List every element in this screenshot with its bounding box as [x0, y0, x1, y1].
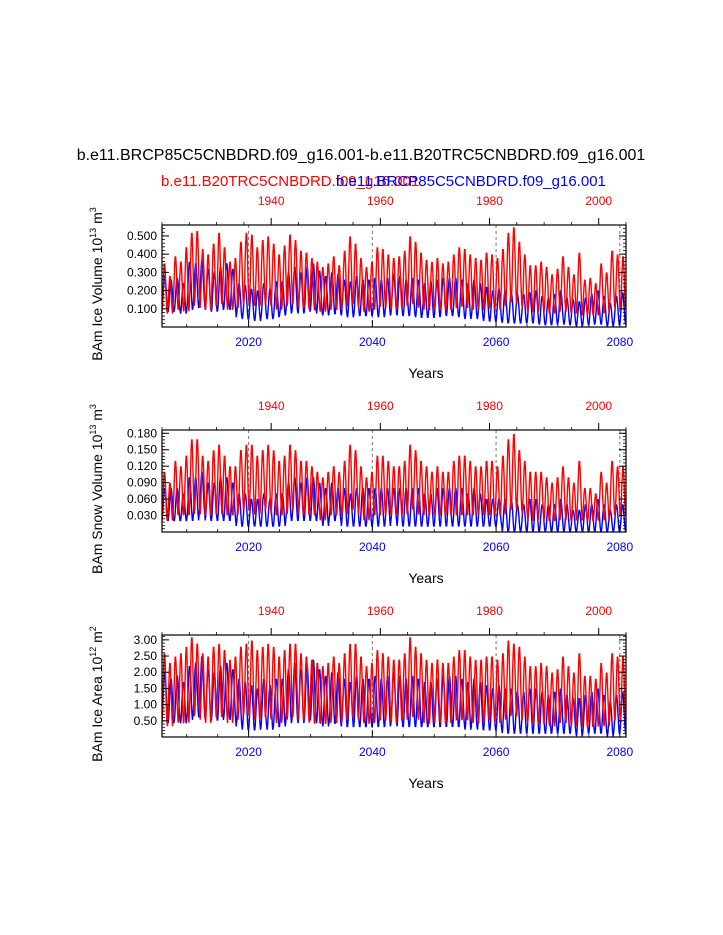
y-axis-label-main: BAm Ice Area 10	[89, 657, 105, 762]
y-axis-label-unit: m	[89, 409, 105, 425]
x-axis-label: Years	[408, 775, 443, 791]
x-bottom-tick-label: 2020	[235, 335, 262, 349]
x-top-tick-label: 2000	[585, 194, 612, 208]
y-tick-label: 3.00	[134, 633, 158, 647]
x-bottom-tick-label: 2040	[359, 335, 386, 349]
x-top-tick-label: 1980	[476, 194, 503, 208]
chart-panel-2: 0.030 0.060 0.090 0.120 0.150 0.180 2020 2040 20…	[88, 399, 633, 586]
y-axis-label-unit-exponent: 2	[88, 626, 98, 631]
x-bottom-tick-label: 2040	[359, 745, 386, 759]
x-top-tick-label: 1940	[258, 399, 285, 413]
y-axis-label-unit-exponent: 3	[88, 207, 98, 212]
series-line-red	[162, 433, 626, 522]
x-bottom-tick-label: 2060	[483, 335, 510, 349]
x-bottom-tick-label: 2080	[606, 540, 633, 554]
y-tick-label: 0.200	[127, 284, 157, 298]
plot-frame	[161, 634, 627, 738]
x-top-tick-label: 1980	[476, 604, 503, 618]
x-bottom-tick-label: 2060	[483, 745, 510, 759]
y-axis-label: BAm Ice Volume 1013 m3	[88, 207, 105, 361]
chart-panel-1: 0.100 0.200 0.300 0.400 0.500 2020 2040 2060 208…	[88, 194, 633, 381]
y-axis-label-unit-exponent: 3	[88, 404, 98, 409]
y-tick-label: 0.150	[127, 443, 157, 457]
x-top-tick-label: 1980	[476, 399, 503, 413]
y-axis-label-exponent: 12	[88, 647, 98, 657]
y-tick-label: 2.50	[134, 649, 158, 663]
x-top-tick-label: 1940	[258, 604, 285, 618]
y-axis-label: BAm Ice Area 1012 m2	[88, 626, 105, 762]
x-top-tick-label: 1940	[258, 194, 285, 208]
y-axis-label: BAm Snow Volume 1013 m3	[88, 404, 105, 574]
y-tick-label: 0.090	[127, 476, 157, 490]
series-line-red	[162, 637, 626, 728]
x-axis-label: Years	[408, 570, 443, 586]
y-tick-label: 0.120	[127, 459, 157, 473]
y-tick-label: 0.50	[134, 714, 158, 728]
chart-panel-3: 0.50 1.00 1.50 2.00 2.50 3.00 2020 2040 2060 2080…	[88, 604, 633, 791]
x-bottom-tick-label: 2080	[606, 335, 633, 349]
x-bottom-tick-label: 2020	[235, 540, 262, 554]
y-axis-label-main: BAm Ice Volume 10	[89, 238, 105, 361]
series-line-red	[162, 227, 626, 316]
y-axis-label-unit: m	[89, 631, 105, 647]
legend-red-label: b.e11.B20TRC5CNBDRD.f09_g16.001	[161, 173, 419, 190]
y-tick-label: 0.100	[127, 302, 157, 316]
y-tick-label: 0.400	[127, 247, 157, 261]
x-top-tick-label: 2000	[585, 604, 612, 618]
panels: 0.100 0.200 0.300 0.400 0.500 2020 2040 2060 208…	[88, 194, 633, 791]
x-bottom-tick-label: 2020	[235, 745, 262, 759]
x-top-tick-label: 1960	[367, 194, 394, 208]
x-top-tick-label: 2000	[585, 399, 612, 413]
y-tick-label: 0.300	[127, 265, 157, 279]
y-axis-label-unit: m	[89, 212, 105, 228]
y-axis-label-exponent: 13	[88, 425, 98, 435]
x-top-tick-label: 1960	[367, 399, 394, 413]
legend-blue-label: b.e11.BRCP85C5CNBDRD.f09_g16.001	[336, 173, 606, 190]
y-axis-label-exponent: 13	[88, 228, 98, 238]
y-tick-label: 0.060	[127, 492, 157, 506]
x-bottom-tick-label: 2080	[606, 745, 633, 759]
y-axis-label-main: BAm Snow Volume 10	[89, 434, 105, 574]
figure-title: b.e11.BRCP85C5CNBDRD.f09_g16.001-b.e11.B…	[77, 147, 646, 164]
y-tick-label: 0.030	[127, 509, 157, 523]
plot-frame	[161, 429, 627, 533]
x-axis-label: Years	[408, 365, 443, 381]
x-bottom-tick-label: 2040	[359, 540, 386, 554]
y-tick-label: 2.00	[134, 665, 158, 679]
y-tick-label: 0.500	[127, 229, 157, 243]
x-top-tick-label: 1960	[367, 604, 394, 618]
y-tick-label: 1.50	[134, 681, 158, 695]
x-bottom-tick-label: 2060	[483, 540, 510, 554]
y-tick-label: 0.180	[127, 426, 157, 440]
y-tick-label: 1.00	[134, 698, 158, 712]
